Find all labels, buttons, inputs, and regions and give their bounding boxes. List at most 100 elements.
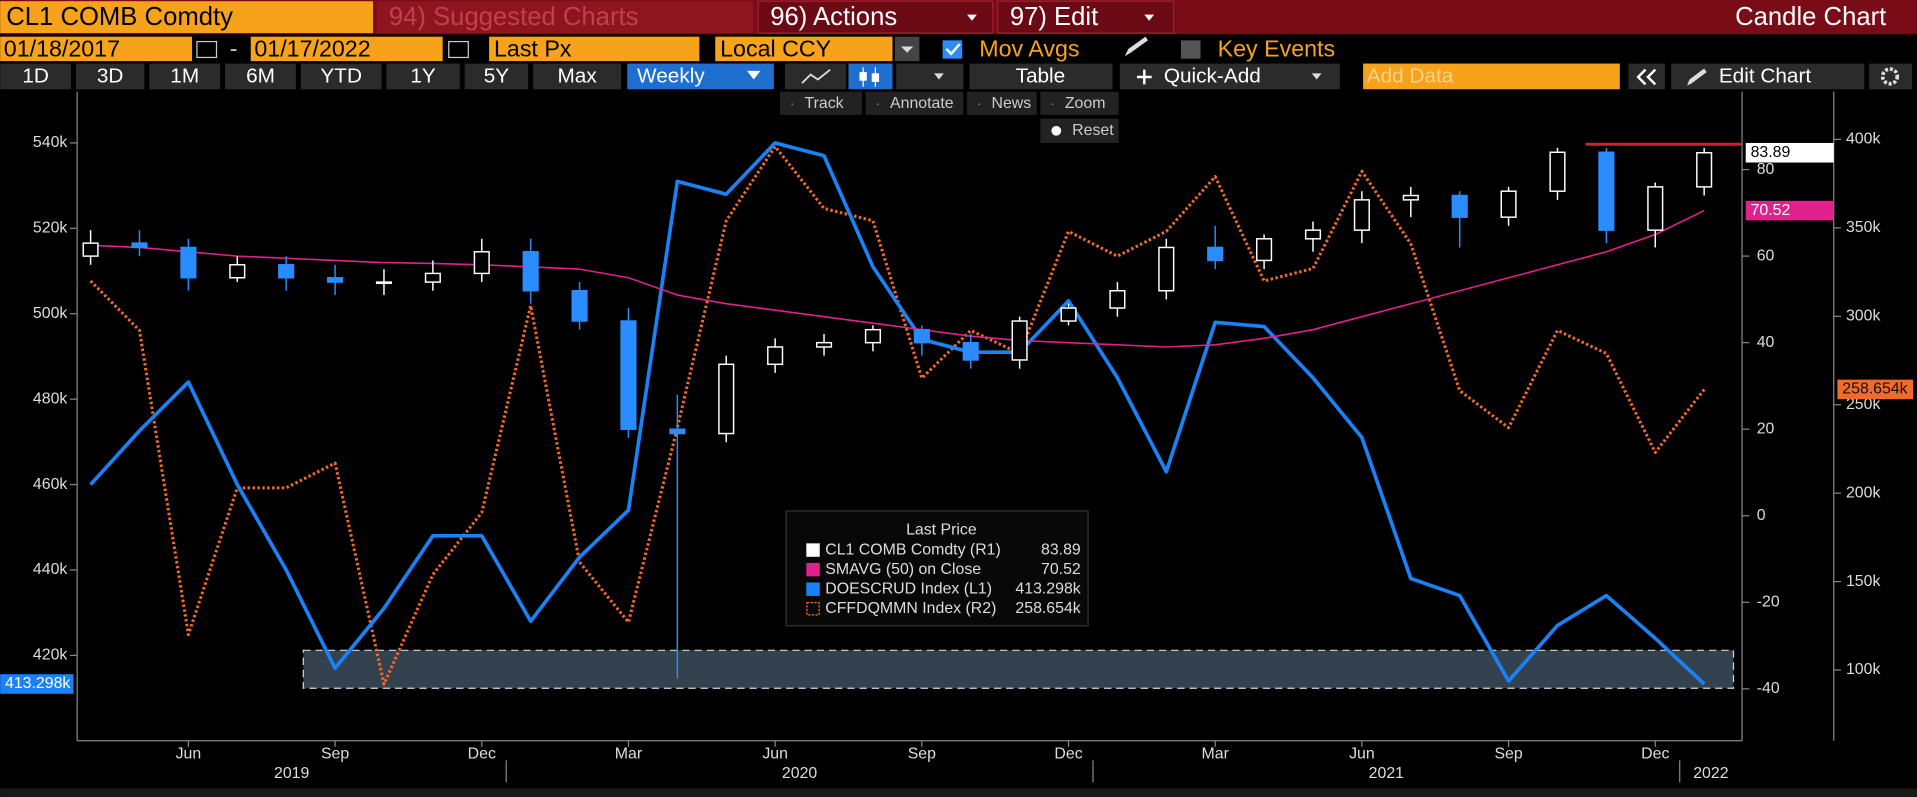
- candle-body: [767, 346, 784, 366]
- x-tick-label: Dec: [1641, 745, 1669, 762]
- field-box[interactable]: [489, 36, 700, 62]
- tool-button[interactable]: [780, 91, 862, 115]
- actions-button[interactable]: [757, 0, 994, 34]
- series-line: [89, 141, 1706, 686]
- dropdown-arrow: [747, 70, 761, 80]
- last-value-label: 258.654k: [1842, 381, 1907, 398]
- y2ticks-label: -20: [1757, 594, 1780, 611]
- calendar-icon[interactable]: [448, 40, 469, 59]
- frequency-button[interactable]: [627, 63, 774, 90]
- y2ticks-label: 20: [1757, 420, 1775, 437]
- tool-button[interactable]: [865, 91, 964, 115]
- line-icon: [801, 68, 831, 84]
- legend-value: 258.654k: [1015, 600, 1080, 617]
- series-line: [89, 144, 1706, 686]
- candle-body: [473, 251, 490, 275]
- tool-icon: ·: [1050, 96, 1055, 112]
- last-value-tag: [1745, 200, 1834, 221]
- suggested-button[interactable]: [376, 1, 754, 34]
- candle-icon: [859, 72, 867, 81]
- tool-label: Zoom: [1065, 95, 1106, 112]
- period-label: YTD: [320, 64, 362, 87]
- collapse-button[interactable]: [1628, 63, 1666, 90]
- candle-body: [278, 264, 295, 279]
- line-icon-button[interactable]: [784, 63, 847, 90]
- plot-area: 420k 440k 460k 480k 500k 520k 540k -40 -20 0 20 40 6…: [0, 91, 1914, 783]
- period-button[interactable]: [149, 63, 221, 90]
- period-button[interactable]: [0, 63, 72, 90]
- x-tick-label: Mar: [1202, 745, 1230, 762]
- dropdown-arrow: [1311, 73, 1322, 80]
- legend-swatch: [806, 602, 820, 616]
- period-button[interactable]: [300, 63, 382, 90]
- edit-chart-button[interactable]: [1671, 63, 1865, 90]
- period-label: 3D: [97, 64, 124, 87]
- edit-button[interactable]: [997, 0, 1175, 34]
- candle-body: [1304, 229, 1322, 240]
- table-button[interactable]: [969, 63, 1113, 90]
- period-label: 1D: [22, 64, 49, 87]
- period-button[interactable]: [75, 63, 145, 90]
- last-value-label: 413.298k: [5, 675, 70, 692]
- currency-box[interactable]: [715, 36, 893, 62]
- end-date-box[interactable]: [250, 36, 443, 62]
- candle-body: [1451, 194, 1468, 218]
- collapse-icon: [1636, 68, 1657, 86]
- period-label: 1Y: [410, 64, 436, 87]
- suggested: 94) Suggested Charts: [389, 3, 639, 31]
- y2ticks-label: 0: [1757, 507, 1766, 524]
- chart-dropdown[interactable]: [896, 63, 964, 90]
- add-data-box[interactable]: [1363, 63, 1620, 90]
- legend-name: SMAVG (50) on Close: [825, 561, 981, 578]
- candle-body: [1158, 246, 1175, 292]
- x-tick-label: Sep: [321, 745, 349, 762]
- tool-icon: ·: [790, 96, 795, 112]
- period-button[interactable]: [464, 63, 529, 90]
- candle-icon-button[interactable]: [848, 63, 893, 90]
- mov-avgs-checkbox[interactable]: [942, 40, 963, 59]
- candle-body: [1060, 307, 1077, 322]
- pencil-icon[interactable]: [1124, 36, 1148, 57]
- quick-add-button[interactable]: [1119, 63, 1340, 90]
- period-button[interactable]: [533, 63, 622, 90]
- x-tick-label: Mar: [615, 745, 643, 762]
- mov-avgs: Mov Avgs: [979, 35, 1079, 61]
- y3ticks-label: 150k: [1846, 573, 1880, 590]
- candle-body: [1500, 190, 1517, 218]
- actions: 96) Actions: [770, 3, 897, 31]
- legend-name: CFFDQMMN Index (R2): [825, 600, 996, 617]
- y2ticks-label: 40: [1757, 334, 1775, 351]
- period-button[interactable]: [386, 63, 460, 90]
- dropdown-arrow: [934, 73, 944, 80]
- candle-body: [424, 272, 441, 283]
- dropdown-arrow: [901, 46, 914, 53]
- candle-body: [962, 341, 979, 361]
- candle-body: [718, 363, 735, 435]
- last-value-tag: [0, 674, 74, 694]
- edit-chart: Edit Chart: [1719, 64, 1812, 87]
- y2ticks-label: -40: [1757, 680, 1780, 697]
- tool-label: News: [992, 95, 1032, 112]
- x-tick-label: Dec: [1054, 745, 1082, 762]
- candle-body: [82, 242, 99, 257]
- legend-value: 70.52: [1041, 561, 1081, 578]
- candle-body: [1207, 246, 1224, 262]
- x-tick-label: Dec: [468, 745, 496, 762]
- x-tick-label: Sep: [1494, 745, 1522, 762]
- yticks-label: 520k: [33, 220, 67, 237]
- security-box[interactable]: [0, 1, 373, 34]
- key-events-checkbox[interactable]: [1180, 40, 1201, 59]
- calendar-icon[interactable]: [196, 40, 218, 59]
- start-date-box[interactable]: [0, 36, 193, 62]
- y2ticks-label: 80: [1757, 161, 1775, 178]
- tool-button[interactable]: [1040, 91, 1119, 115]
- candle-body: [375, 281, 393, 285]
- frequency: Weekly: [637, 64, 705, 87]
- tool-button[interactable]: [967, 91, 1037, 115]
- legend-title: Last Price: [906, 522, 977, 539]
- tool-icon: ·: [875, 96, 880, 112]
- chart-tools: · Track · Annotate · News · Zoom: [780, 91, 1119, 115]
- period-button[interactable]: [225, 63, 296, 90]
- dropdown-arrow: [967, 14, 977, 21]
